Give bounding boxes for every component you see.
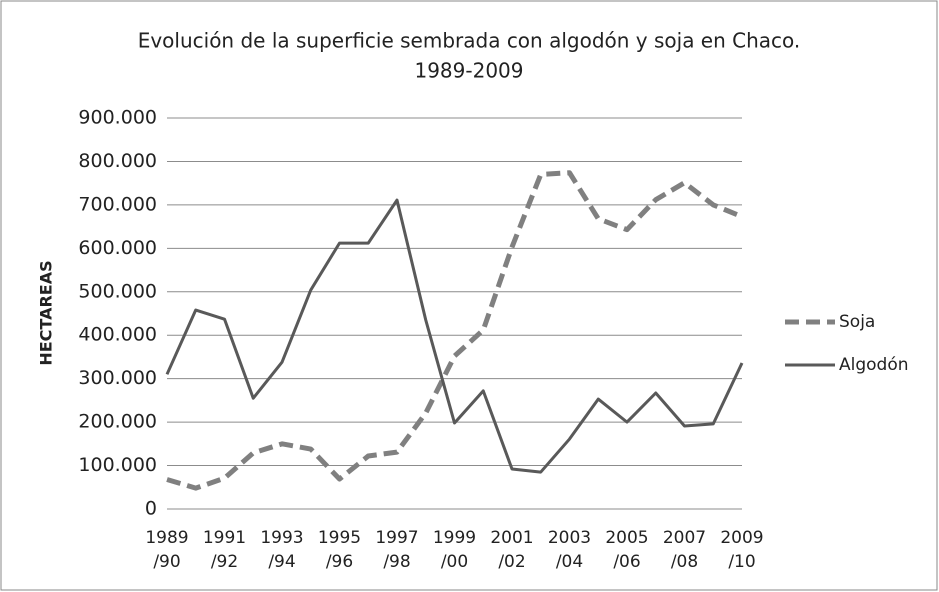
chart-title: Evolución de la superficie sembrada con … bbox=[138, 29, 801, 53]
x-tick-label: 2005 /06 bbox=[605, 528, 649, 572]
x-tick-label: 2009 /10 bbox=[720, 528, 764, 572]
y-tick-label: 200.000 bbox=[78, 411, 157, 433]
legend-label: Algodón bbox=[839, 355, 909, 375]
series-line bbox=[166, 170, 743, 491]
y-tick-label: 500.000 bbox=[78, 280, 157, 302]
x-tick-label: 1995 /96 bbox=[317, 528, 362, 572]
y-tick-label: 0 bbox=[145, 498, 157, 520]
y-tick-label: 700.000 bbox=[78, 193, 157, 215]
y-tick-label: 800.000 bbox=[78, 150, 157, 172]
series-line bbox=[165, 198, 744, 474]
x-tick-label: 1989 /90 bbox=[145, 528, 189, 572]
y-tick-label: 300.000 bbox=[78, 367, 157, 389]
x-tick-label: 2003 /04 bbox=[547, 528, 592, 572]
y-tick-label: 100.000 bbox=[78, 454, 157, 476]
y-tick-label: 600.000 bbox=[78, 237, 157, 259]
x-tick-label: 1997 /98 bbox=[375, 528, 419, 572]
chart-subtitle: 1989-2009 bbox=[414, 59, 523, 83]
x-tick-label: 1991 /92 bbox=[202, 528, 247, 572]
legend-label: Soja bbox=[839, 312, 875, 332]
y-axis-label: HECTAREAS bbox=[37, 260, 56, 365]
x-tick-label: 1999 /00 bbox=[432, 528, 477, 572]
y-tick-label: 400.000 bbox=[78, 324, 157, 346]
x-tick-label: 1993 /94 bbox=[260, 528, 304, 572]
x-tick-label: 2007 /08 bbox=[662, 528, 707, 572]
x-tick-label: 2001 /02 bbox=[490, 528, 534, 572]
y-tick-label: 900.000 bbox=[78, 107, 157, 129]
